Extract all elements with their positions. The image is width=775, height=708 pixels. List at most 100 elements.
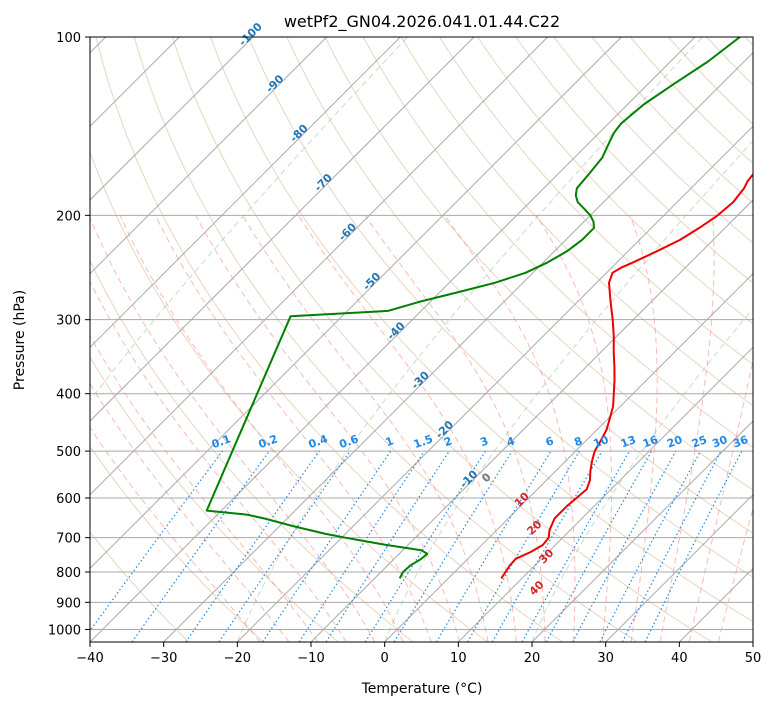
y-axis-label: Pressure (hPa) [12, 290, 28, 390]
mixing-ratio-line [572, 450, 677, 642]
isotherm-label: -10 [457, 467, 480, 490]
moist-adiabat-line [90, 216, 376, 642]
moist-adiabat-line [535, 215, 613, 642]
moist-adiabat-line [688, 358, 753, 642]
mixing-ratio-label: 0.2 [257, 432, 280, 451]
isotherm-line [163, 51, 753, 642]
x-tick-label: 30 [597, 651, 614, 666]
moist-adiabat-label: 40 [527, 578, 547, 598]
x-tick-label: 0 [381, 651, 389, 666]
mixing-ratio-line [131, 450, 270, 642]
moist-adiabat-label: 30 [536, 546, 556, 566]
dry-adiabat-line [477, 37, 753, 325]
isotherm-label: -60 [336, 220, 359, 243]
isotherm-line [384, 272, 753, 642]
dry-adiabat-line [591, 37, 753, 204]
mixing-ratio-label: 10 [592, 433, 611, 451]
moist-adiabat-label: 20 [524, 517, 544, 537]
y-tick-label: 100 [56, 31, 81, 46]
y-tick-label: 700 [56, 532, 81, 547]
mixing-ratio-line [262, 450, 392, 642]
mixing-ratio-line [90, 450, 223, 632]
mixing-ratio-line [644, 450, 743, 642]
x-tick-label: −20 [224, 651, 251, 666]
mixing-ratio-line [599, 450, 702, 642]
isotherm-line [90, 37, 696, 642]
mixing-ratio-label: 0.1 [210, 432, 233, 451]
dry-adiabat-line [90, 356, 339, 642]
mixing-ratio-label: 30 [710, 433, 729, 451]
mixing-ratio-line [325, 450, 450, 642]
y-tick-label: 500 [56, 445, 81, 460]
mixing-ratio-label: 6 [544, 434, 556, 449]
x-tick-label: −40 [76, 651, 103, 666]
y-tick-label: 1000 [48, 623, 81, 638]
isotherm-line [90, 37, 328, 275]
isotherm-label: -50 [360, 270, 383, 293]
chart-data-lines [205, 37, 753, 579]
y-tick-label: 900 [56, 596, 81, 611]
mixing-ratio-label: 2 [442, 434, 454, 449]
isotherm-line [752, 641, 753, 642]
isotherm-label: -90 [263, 72, 286, 95]
isotherm-label: -100 [236, 20, 265, 49]
mixing-ratio-line [185, 450, 320, 642]
mixing-ratio-label: 4 [505, 434, 517, 449]
moist-adiabat-line [195, 215, 461, 642]
isotherm-line [605, 493, 753, 642]
mixing-ratio-label: 0.4 [307, 432, 330, 451]
mixing-ratio-label: 16 [641, 433, 660, 451]
moist-adiabat-label: 10 [512, 490, 532, 510]
isotherm-label: -20 [433, 418, 456, 441]
mixing-ratio-line [298, 450, 425, 642]
mixing-ratio-line [521, 450, 631, 642]
dry-adiabat-line [90, 150, 488, 642]
x-axis-label: Temperature (°C) [361, 681, 483, 697]
moist-adiabat-line [90, 280, 347, 642]
plot-frame [89, 36, 754, 643]
mixing-ratio-label: 8 [572, 434, 584, 449]
moist-adiabat-line [444, 215, 576, 642]
isotherm-line [236, 125, 753, 642]
isotherm-line [90, 37, 622, 570]
mixing-ratio-label: 13 [619, 433, 638, 450]
dry-adiabat-line [400, 37, 753, 407]
moist-adiabat-line [90, 334, 319, 642]
y-tick-label: 600 [56, 492, 81, 507]
mixing-ratio-label: 36 [731, 433, 750, 451]
mixing-ratio-label: 25 [690, 433, 709, 450]
moist-adiabat-line [119, 215, 404, 642]
isotherm-line [90, 37, 549, 496]
dry-adiabat-line [706, 37, 753, 86]
dry-adiabat-line [744, 37, 753, 47]
chart-grid [90, 37, 753, 642]
mixing-ratio-line [218, 450, 351, 642]
chart-line-labels: 0.1 0.2 0.4 0.6 1 1.5 2 3 4 6 8 10 13 16 20 25 30 36-100-… [210, 20, 750, 598]
mixing-ratio-line [545, 450, 653, 642]
dry-adiabat-line [438, 37, 753, 366]
y-tick-label: 800 [56, 566, 81, 581]
auxiliary-curve-line [531, 307, 753, 642]
moist-adiabat-line [629, 215, 658, 642]
isotherm-line [90, 37, 401, 349]
x-axis-ticks: −40 −30 −20 −10 0 10 20 30 40 50 [76, 642, 761, 666]
mixing-ratio-label: 0.6 [338, 432, 361, 451]
moist-adiabat-line [659, 215, 715, 642]
y-tick-label: 400 [56, 388, 81, 403]
dry-adiabat-line [668, 37, 753, 125]
x-tick-label: −10 [297, 651, 324, 666]
dry-adiabat-line [95, 37, 563, 642]
dry-adiabat-line [90, 259, 414, 642]
y-axis-ticks: 100 200 300 400 500 600 700 800 900 1000 [48, 31, 90, 638]
isotherm-line [90, 37, 475, 422]
dewpoint-profile-line [205, 37, 741, 579]
mixing-ratio-label: 3 [478, 434, 490, 449]
y-tick-label: 200 [56, 209, 81, 224]
x-tick-label: 50 [745, 651, 762, 666]
dry-adiabat-line [90, 531, 190, 642]
moist-adiabat-line [364, 215, 546, 642]
isotherm-line [457, 346, 753, 642]
dry-adiabat-line [515, 37, 753, 284]
chart-title: wetPf2_GN04.2026.041.01.44.C22 [284, 12, 560, 32]
